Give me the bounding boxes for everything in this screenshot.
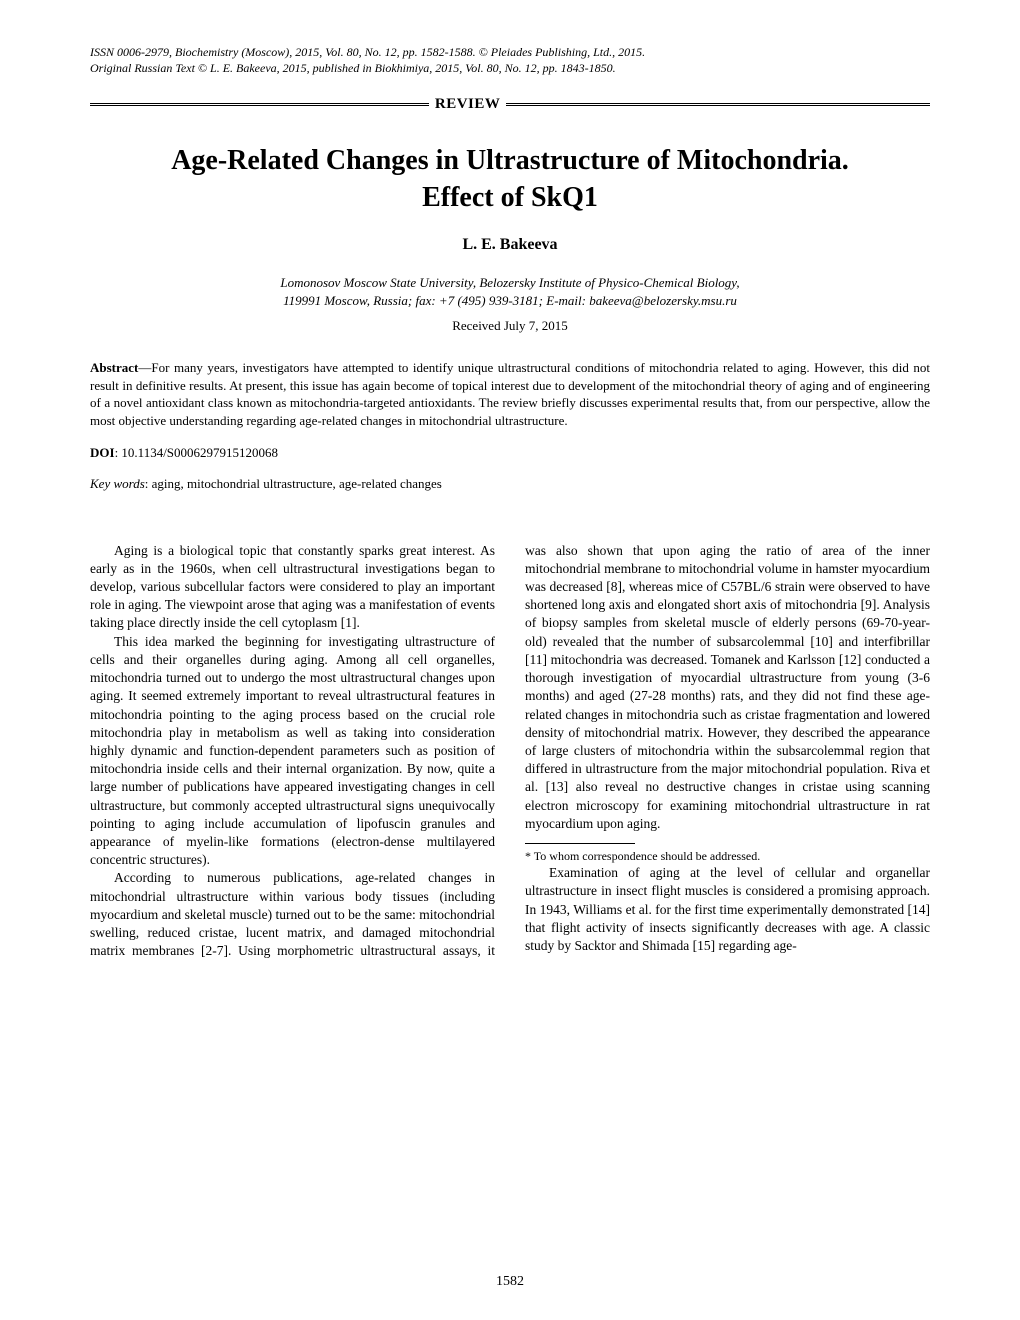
paragraph-2: This idea marked the beginning for inves…	[90, 633, 495, 870]
paragraph-1: Aging is a biological topic that constan…	[90, 542, 495, 633]
affiliation-line-2: 119991 Moscow, Russia; fax: +7 (495) 939…	[90, 292, 930, 310]
footnote-separator	[525, 843, 635, 844]
page-number: 1582	[496, 1274, 524, 1290]
header-info: ISSN 0006-2979, Biochemistry (Moscow), 2…	[90, 45, 930, 76]
title-line-2: Effect of SkQ1	[422, 182, 598, 213]
received-date: Received July 7, 2015	[90, 318, 930, 334]
doi-value: : 10.1134/S0006297915120068	[115, 445, 278, 460]
abstract-label: Abstract	[90, 360, 138, 375]
abstract: Abstract—For many years, investigators h…	[90, 359, 930, 429]
original-text-line: Original Russian Text © L. E. Bakeeva, 2…	[90, 61, 930, 77]
doi: DOI: 10.1134/S0006297915120068	[90, 445, 930, 461]
keywords-label: Key words	[90, 476, 145, 491]
affiliation: Lomonosov Moscow State University, Beloz…	[90, 274, 930, 310]
affiliation-line-1: Lomonosov Moscow State University, Beloz…	[90, 274, 930, 292]
keywords: Key words: aging, mitochondrial ultrastr…	[90, 476, 930, 492]
review-banner: REVIEW	[90, 96, 930, 113]
title-line-1: Age-Related Changes in Ultrastructure of…	[171, 145, 849, 176]
article-title: Age-Related Changes in Ultrastructure of…	[90, 143, 930, 216]
banner-line-left	[90, 103, 429, 106]
doi-label: DOI	[90, 445, 115, 460]
footnote: * To whom correspondence should be addre…	[525, 848, 930, 864]
body-text: Aging is a biological topic that constan…	[90, 542, 930, 961]
paragraph-4: Examination of aging at the level of cel…	[525, 864, 930, 955]
keywords-text: : aging, mitochondrial ultrastructure, a…	[145, 476, 442, 491]
author-name: L. E. Bakeeva	[90, 236, 930, 254]
banner-line-right	[506, 103, 930, 106]
issn-line: ISSN 0006-2979, Biochemistry (Moscow), 2…	[90, 45, 930, 61]
abstract-text: —For many years, investigators have atte…	[90, 360, 930, 428]
review-label: REVIEW	[429, 96, 507, 113]
